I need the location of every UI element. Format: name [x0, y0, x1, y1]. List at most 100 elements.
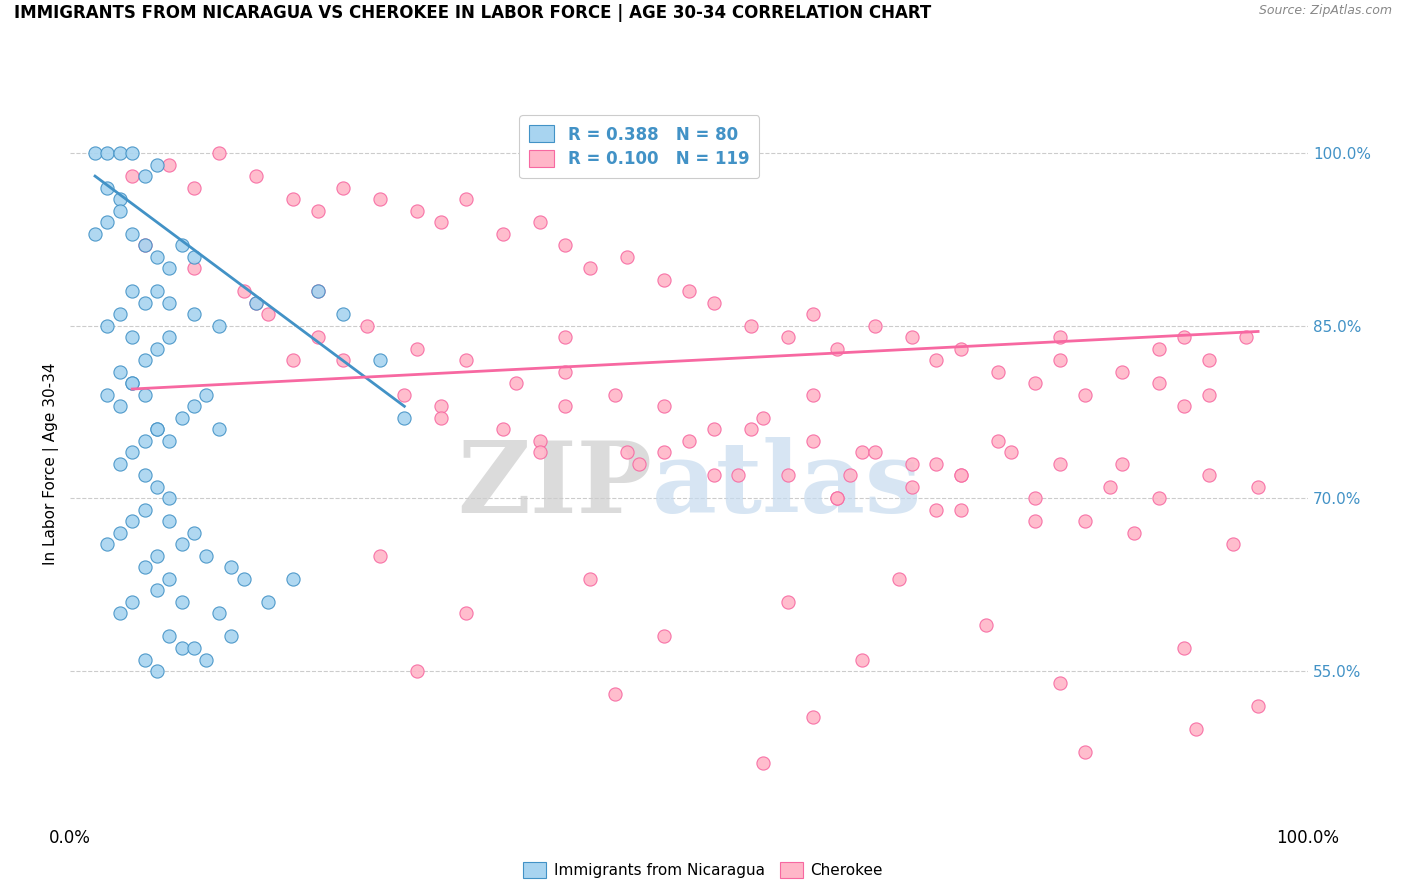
- Point: [281, 572, 304, 586]
- Point: [208, 422, 231, 436]
- Point: [1173, 399, 1195, 413]
- Point: [183, 261, 205, 276]
- Point: [146, 158, 169, 172]
- Point: [183, 399, 205, 413]
- Point: [121, 595, 143, 609]
- Point: [170, 595, 193, 609]
- Point: [170, 640, 193, 655]
- Point: [219, 560, 242, 574]
- Point: [245, 295, 267, 310]
- Point: [307, 284, 329, 298]
- Point: [1147, 342, 1170, 356]
- Point: [121, 284, 143, 298]
- Legend: R = 0.388   N = 80, R = 0.100   N = 119: R = 0.388 N = 80, R = 0.100 N = 119: [519, 115, 759, 178]
- Point: [146, 480, 169, 494]
- Point: [394, 410, 416, 425]
- Point: [1049, 675, 1071, 690]
- Point: [157, 434, 180, 448]
- Point: [430, 399, 453, 413]
- Point: [752, 410, 775, 425]
- Point: [492, 227, 515, 241]
- Point: [1024, 491, 1046, 506]
- Y-axis label: In Labor Force | Age 30-34: In Labor Force | Age 30-34: [44, 362, 59, 566]
- Point: [121, 445, 143, 459]
- Point: [121, 330, 143, 344]
- Point: [616, 445, 638, 459]
- Point: [232, 572, 254, 586]
- Point: [1147, 376, 1170, 391]
- Point: [195, 652, 218, 666]
- Point: [925, 353, 948, 368]
- Point: [1098, 480, 1121, 494]
- Point: [157, 261, 180, 276]
- Point: [456, 192, 478, 206]
- Point: [134, 238, 156, 252]
- Point: [146, 250, 169, 264]
- Point: [307, 203, 329, 218]
- Point: [257, 307, 280, 321]
- Point: [776, 595, 799, 609]
- Point: [368, 549, 391, 563]
- Point: [801, 434, 824, 448]
- Point: [776, 468, 799, 483]
- Point: [838, 468, 860, 483]
- Point: [183, 525, 205, 540]
- Point: [492, 422, 515, 436]
- Point: [579, 572, 602, 586]
- Point: [1074, 515, 1097, 529]
- Point: [1173, 330, 1195, 344]
- Point: [974, 618, 997, 632]
- Point: [146, 284, 169, 298]
- Point: [1049, 457, 1071, 471]
- Point: [678, 284, 700, 298]
- Point: [950, 342, 973, 356]
- Point: [752, 756, 775, 770]
- Point: [108, 203, 131, 218]
- Point: [121, 227, 143, 241]
- Point: [405, 342, 427, 356]
- Point: [121, 376, 143, 391]
- Point: [1198, 388, 1220, 402]
- Point: [1247, 698, 1270, 713]
- Point: [1234, 330, 1257, 344]
- Point: [1173, 640, 1195, 655]
- Point: [652, 445, 675, 459]
- Point: [827, 491, 849, 506]
- Point: [332, 307, 354, 321]
- Point: [157, 330, 180, 344]
- Point: [394, 388, 416, 402]
- Point: [146, 422, 169, 436]
- Point: [307, 284, 329, 298]
- Point: [183, 307, 205, 321]
- Point: [1111, 457, 1133, 471]
- Point: [456, 353, 478, 368]
- Point: [170, 537, 193, 551]
- Point: [332, 353, 354, 368]
- Point: [889, 572, 911, 586]
- Point: [121, 376, 143, 391]
- Point: [863, 318, 886, 333]
- Point: [208, 318, 231, 333]
- Point: [281, 353, 304, 368]
- Point: [1123, 525, 1146, 540]
- Point: [740, 422, 762, 436]
- Point: [157, 630, 180, 644]
- Point: [96, 215, 118, 229]
- Point: [900, 480, 922, 494]
- Point: [157, 515, 180, 529]
- Point: [554, 399, 576, 413]
- Point: [529, 445, 551, 459]
- Point: [146, 342, 169, 356]
- Point: [851, 652, 873, 666]
- Point: [776, 330, 799, 344]
- Point: [827, 491, 849, 506]
- Point: [134, 388, 156, 402]
- Point: [652, 630, 675, 644]
- Point: [245, 295, 267, 310]
- Point: [1049, 353, 1071, 368]
- Point: [157, 572, 180, 586]
- Point: [925, 457, 948, 471]
- Point: [529, 215, 551, 229]
- Point: [652, 273, 675, 287]
- Point: [678, 434, 700, 448]
